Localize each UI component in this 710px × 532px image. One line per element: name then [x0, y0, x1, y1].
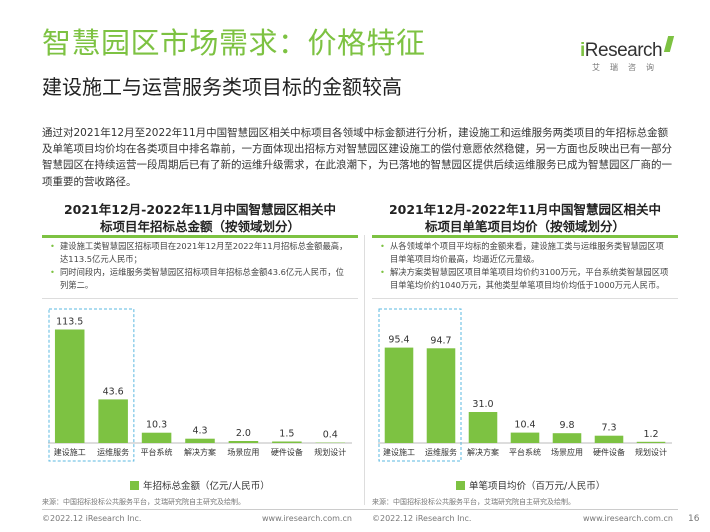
left-source-note: 来源：中国招标投标公共服务平台，艾瑞研究院自主研究及绘制。 — [42, 498, 245, 506]
right-chart-value-label-3: 31.0 — [472, 399, 493, 410]
right-chart-title-line1: 2021年12月-2022年11月中国智慧园区相关中 — [388, 202, 662, 217]
logo-subtext: 艾瑞咨询 — [592, 63, 664, 72]
footer-left-url: www.iresearch.com.cn — [262, 514, 352, 523]
panel-divider — [364, 235, 365, 505]
right-chart-legend: 单笔项目均价（百万元/人民币） — [456, 478, 605, 492]
right-chart-bar-3 — [468, 412, 498, 443]
legend-swatch — [130, 480, 139, 490]
left-legend-label: 年招标总金额（亿元/人民币） — [143, 481, 270, 492]
left-chart-bar-4 — [185, 438, 215, 443]
right-chart-value-label-7: 1.2 — [643, 429, 658, 440]
left-chart-title-line2: 标项目年招标总金额（按领域划分） — [99, 219, 300, 234]
right-panel-notes: 从各领域单个项目平均标的金额来看，建设施工类与运维服务类智慧园区项目单笔项目均价… — [372, 240, 678, 299]
page-number: 16 — [688, 514, 700, 524]
footer-right-copyright: ©2022.12 iResearch Inc. — [372, 514, 472, 523]
right-note-2: 解决方案类智慧园区项目单笔项目均价约3100万元，平台系统类智慧园区项目单笔均价… — [378, 266, 672, 291]
right-chart-title-line2: 标项目单笔项目均价（按领域划分） — [424, 219, 625, 234]
intro-paragraph: 通过对2021年12月至2022年11月中国智慧园区相关中标项目各领域中标金额进… — [42, 127, 672, 188]
right-chart-category-label-1: 建设施工 — [383, 447, 415, 457]
left-chart-value-label-3: 10.3 — [146, 420, 167, 431]
right-chart-title: 2021年12月-2022年11月中国智慧园区相关中 标项目单笔项目均价（按领域… — [372, 201, 678, 235]
right-chart-bar-7 — [636, 441, 666, 443]
left-chart-value-label-2: 43.6 — [103, 386, 124, 397]
logo-i: i — [580, 40, 585, 61]
right-chart-category-label-3: 解决方案 — [467, 447, 499, 457]
iresearch-logo: iResearch 艾瑞咨询 — [580, 40, 680, 73]
left-chart-category-label-6: 硬件设备 — [271, 447, 303, 457]
right-chart-highlight-box — [378, 308, 462, 462]
left-bar-chart: 113.5 建设施工 43.6 运维服务 10.3 平台系统 4.3 解决方案 2.0 场景应用 1… — [48, 308, 352, 462]
left-chart-bar-6 — [272, 441, 302, 443]
left-chart-bar-3 — [141, 432, 172, 443]
right-chart-category-label-2: 运维服务 — [425, 447, 457, 457]
right-chart-bar-1 — [384, 347, 414, 443]
footer-divider — [42, 509, 678, 510]
logo-text: Research — [584, 40, 663, 61]
left-chart-category-label-4: 解决方案 — [184, 447, 216, 457]
left-note-1: 建设施工类智慧园区招标项目在2021年12月至2022年11月招标总金额最高，达… — [48, 240, 352, 265]
right-panel-accent-bar — [372, 235, 678, 238]
left-chart-bar-2 — [98, 399, 128, 443]
right-source-note: 来源：中国招标投标公共服务平台，艾瑞研究院自主研究及绘制。 — [372, 498, 575, 506]
right-chart-category-label-6: 硬件设备 — [593, 447, 625, 457]
right-chart-bar-5 — [552, 433, 582, 443]
left-chart-category-label-1: 建设施工 — [54, 447, 86, 457]
left-chart-title-line1: 2021年12月-2022年11月中国智慧园区相关中 — [63, 202, 337, 217]
right-chart-category-label-5: 场景应用 — [551, 447, 583, 457]
left-chart-category-label-3: 平台系统 — [141, 447, 173, 457]
right-chart-bar-4 — [510, 432, 540, 443]
left-chart-bar-5 — [228, 441, 259, 443]
page-subtitle: 建设施工与运营服务类项目标的金额较高 — [42, 75, 402, 99]
left-chart-legend: 年招标总金额（亿元/人民币） — [130, 478, 270, 492]
right-legend-label: 单笔项目均价（百万元/人民币） — [469, 481, 606, 492]
left-chart-value-label-5: 2.0 — [236, 428, 251, 439]
right-chart-value-label-6: 7.3 — [601, 423, 616, 434]
right-chart-category-label-4: 平台系统 — [509, 447, 541, 457]
page-title: 智慧园区市场需求：价格特征 — [42, 26, 426, 60]
left-chart-value-label-7: 0.4 — [323, 430, 338, 441]
right-chart-bar-6 — [594, 435, 624, 443]
footer-left-copyright: ©2022.12 iResearch Inc. — [42, 514, 142, 523]
right-chart-bar-2 — [426, 348, 456, 443]
left-chart-highlight-box — [48, 308, 135, 462]
right-chart-value-label-5: 9.8 — [559, 420, 574, 431]
right-chart-category-label-7: 规划设计 — [635, 447, 667, 457]
left-chart-category-label-5: 场景应用 — [227, 447, 259, 457]
footer-right-url: www.iresearch.com.cn — [583, 514, 673, 523]
left-note-2: 同时间段内，运维服务类智慧园区招标项目年招标总金额43.6亿元人民币，位列第二。 — [48, 266, 352, 291]
right-note-1: 从各领域单个项目平均标的金额来看，建设施工类与运维服务类智慧园区项目单笔项目均价… — [378, 240, 672, 265]
right-chart-value-label-2: 94.7 — [430, 335, 451, 346]
right-chart-value-label-4: 10.4 — [514, 420, 535, 431]
left-chart-value-label-4: 4.3 — [192, 426, 207, 437]
left-chart-value-label-6: 1.5 — [279, 429, 294, 440]
left-chart-category-label-7: 规划设计 — [314, 447, 346, 457]
left-chart-bar-1 — [54, 329, 85, 443]
right-bar-chart: 95.4 建设施工 94.7 运维服务 31.0 解决方案 10.4 平台系统 9.8 场景应用 7… — [378, 308, 672, 462]
left-chart-value-label-1: 113.5 — [56, 317, 83, 328]
right-chart-value-label-1: 95.4 — [388, 335, 409, 346]
left-panel-notes: 建设施工类智慧园区招标项目在2021年12月至2022年11月招标总金额最高，达… — [42, 240, 358, 299]
left-chart-title: 2021年12月-2022年11月中国智慧园区相关中 标项目年招标总金额（按领域… — [42, 201, 358, 235]
left-panel-accent-bar — [42, 235, 358, 238]
legend-swatch — [456, 480, 465, 490]
left-chart-category-label-2: 运维服务 — [97, 447, 129, 457]
